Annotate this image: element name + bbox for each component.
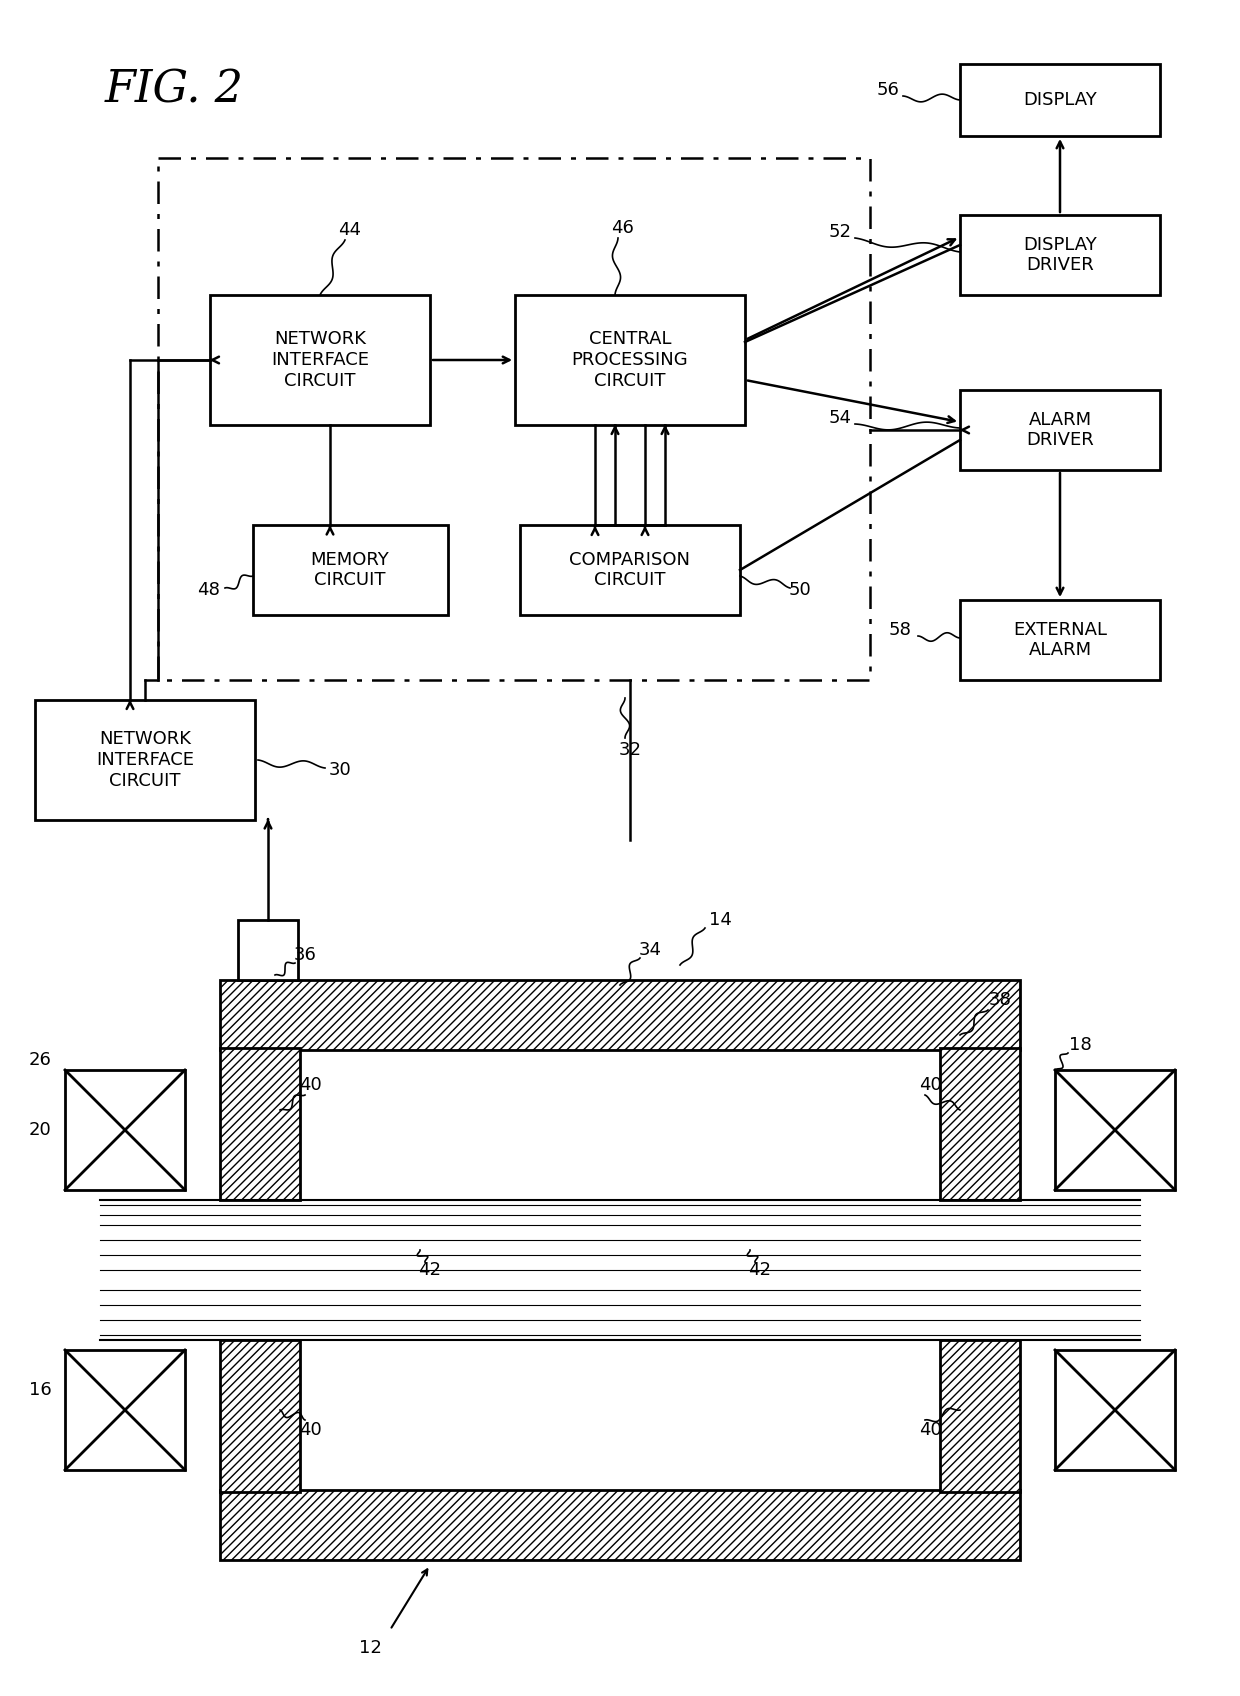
Bar — [940, 1048, 1021, 1201]
Bar — [157, 158, 870, 680]
Text: 14: 14 — [708, 911, 732, 929]
Text: 36: 36 — [294, 946, 316, 963]
Text: 48: 48 — [197, 582, 219, 599]
Text: 20: 20 — [29, 1121, 51, 1140]
Text: EXTERNAL
ALARM: EXTERNAL ALARM — [1013, 621, 1107, 660]
Text: 42: 42 — [419, 1262, 441, 1279]
Bar — [253, 526, 448, 616]
Bar — [960, 64, 1159, 136]
Bar — [210, 295, 430, 426]
Text: 26: 26 — [29, 1052, 51, 1068]
Bar — [64, 1070, 185, 1191]
Text: FIG. 2: FIG. 2 — [105, 68, 244, 112]
Bar — [520, 526, 740, 616]
Text: MEMORY
CIRCUIT: MEMORY CIRCUIT — [311, 551, 389, 590]
Text: 40: 40 — [919, 1075, 941, 1094]
Text: 32: 32 — [619, 741, 641, 760]
Text: 40: 40 — [299, 1075, 321, 1094]
Bar — [1055, 1070, 1176, 1191]
Bar — [219, 1491, 1021, 1560]
Bar — [219, 1048, 300, 1201]
Text: DISPLAY
DRIVER: DISPLAY DRIVER — [1023, 236, 1097, 275]
Text: DISPLAY: DISPLAY — [1023, 92, 1097, 109]
Bar — [960, 215, 1159, 295]
Text: 46: 46 — [610, 219, 634, 237]
Text: COMPARISON
CIRCUIT: COMPARISON CIRCUIT — [569, 551, 691, 590]
Text: 52: 52 — [828, 222, 852, 241]
Text: 56: 56 — [877, 81, 899, 98]
Bar — [940, 1340, 1021, 1492]
Bar — [64, 1350, 185, 1470]
Text: 54: 54 — [828, 409, 852, 427]
Bar — [219, 1048, 300, 1201]
Text: NETWORK
INTERFACE
CIRCUIT: NETWORK INTERFACE CIRCUIT — [95, 731, 193, 790]
Text: CENTRAL
PROCESSING
CIRCUIT: CENTRAL PROCESSING CIRCUIT — [572, 331, 688, 390]
Bar — [940, 1340, 1021, 1492]
Bar — [219, 980, 1021, 1050]
Text: 58: 58 — [889, 621, 911, 639]
Bar — [238, 919, 298, 980]
Text: ALARM
DRIVER: ALARM DRIVER — [1027, 410, 1094, 449]
Text: 44: 44 — [339, 220, 362, 239]
Bar — [35, 700, 255, 819]
Text: NETWORK
INTERFACE
CIRCUIT: NETWORK INTERFACE CIRCUIT — [272, 331, 370, 390]
Text: 18: 18 — [1069, 1036, 1091, 1053]
Text: 16: 16 — [29, 1381, 51, 1399]
Text: 40: 40 — [919, 1421, 941, 1438]
Bar — [1055, 1350, 1176, 1470]
Text: 42: 42 — [749, 1262, 771, 1279]
Text: 30: 30 — [329, 762, 351, 778]
Bar — [515, 295, 745, 426]
Bar — [219, 980, 1021, 1050]
Text: 50: 50 — [789, 582, 811, 599]
Bar — [219, 1491, 1021, 1560]
Bar — [219, 1340, 300, 1492]
Text: 40: 40 — [299, 1421, 321, 1438]
Bar — [960, 600, 1159, 680]
Bar — [940, 1048, 1021, 1201]
Text: 12: 12 — [358, 1638, 382, 1657]
Text: 34: 34 — [639, 941, 661, 958]
Bar — [960, 390, 1159, 470]
Text: 38: 38 — [988, 990, 1012, 1009]
Bar — [219, 1340, 300, 1492]
